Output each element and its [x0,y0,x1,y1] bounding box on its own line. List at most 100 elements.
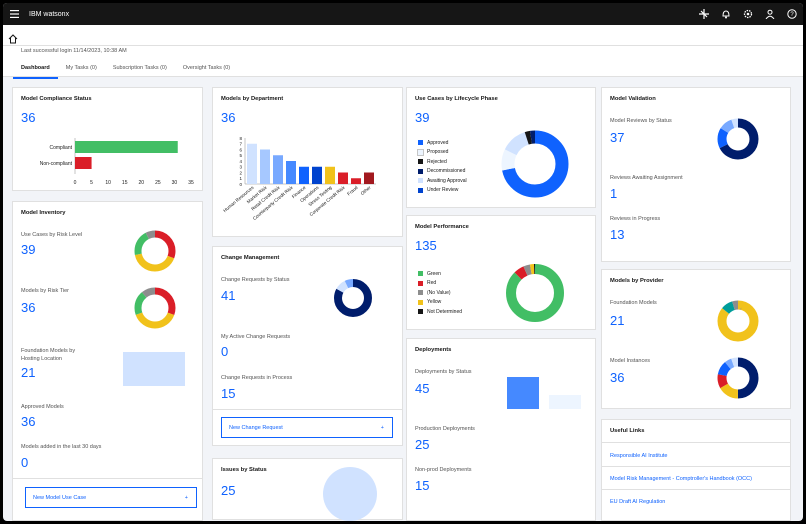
new-change-request-button[interactable]: New Change Request + [221,417,393,438]
bar[interactable] [325,166,335,184]
deployments-status-bar-secondary [549,395,581,409]
legend-item[interactable]: Not Determined [418,307,462,317]
donut-segment[interactable] [506,264,564,322]
reviews-progress-count[interactable]: 13 [610,227,625,242]
risk-tier-count[interactable]: 36 [21,300,36,315]
legend-item[interactable]: Red [418,279,462,289]
bar[interactable] [299,166,309,184]
donut-segment[interactable] [717,357,759,399]
y-tick-label: 7 [239,142,242,147]
legend-label: Red [427,280,437,287]
reviews-awaiting-count[interactable]: 1 [610,186,618,201]
bar[interactable] [247,143,257,184]
donut-segment[interactable] [134,230,176,272]
donut-segment[interactable] [506,264,564,322]
nonprod-deployments-label: Non-prod Deployments [415,467,472,473]
donut-segment[interactable] [501,130,569,198]
legend-item[interactable]: (No Value) [418,288,462,298]
donut-segment[interactable] [134,230,176,272]
donut-segment[interactable] [717,118,759,160]
legend-item[interactable]: Approved [418,138,467,148]
legend-item[interactable]: Awaiting Approval [418,176,467,186]
use-cases-risk-count[interactable]: 39 [21,242,36,257]
card-title: Model Performance [415,224,469,230]
compliance-count[interactable]: 36 [21,110,36,125]
tab-my-tasks[interactable]: My Tasks (0) [65,65,97,71]
donut-segment[interactable] [717,300,759,342]
legend-swatch [418,140,423,146]
legend-item[interactable]: Proposed [417,148,467,158]
last-login-text: Last successful login 11/14/2023, 10:38 … [21,48,127,54]
active-change-label: My Active Change Requests [221,334,291,340]
home-icon[interactable] [8,31,18,49]
link-eu-ai-regulation[interactable]: EU Draft AI Regulation [610,499,666,505]
donut-segment[interactable] [134,287,176,329]
new-model-use-case-button[interactable]: New Model Use Case + [25,487,197,508]
bar[interactable] [75,141,178,153]
donut-segment[interactable] [134,287,176,329]
foundation-models-count[interactable]: 21 [610,313,625,328]
legend-label: Approved [427,139,449,146]
approved-models-count[interactable]: 36 [21,414,36,429]
donut-segment[interactable] [501,130,569,198]
deployments-status-count[interactable]: 45 [415,381,430,396]
production-deployments-label: Production Deployments [415,426,475,432]
hamburger-menu-icon[interactable] [3,3,25,25]
donut-segment[interactable] [134,230,176,272]
legend-item[interactable]: Under Review [418,186,467,196]
tab-oversight-tasks[interactable]: Oversight Tasks (0) [182,65,231,71]
legend-item[interactable]: Rejected [418,157,467,167]
category-label: Fraud [346,185,359,197]
reviews-status-count[interactable]: 37 [610,130,625,145]
donut-segment[interactable] [717,118,759,160]
nonprod-deployments-count[interactable]: 15 [415,478,430,493]
change-process-label: Change Requests in Process [221,375,293,381]
issues-count[interactable]: 25 [221,483,236,498]
change-status-count[interactable]: 41 [221,288,236,303]
link-occ-handbook[interactable]: Model Risk Management - Comptroller's Ha… [610,476,752,482]
lifecycle-count[interactable]: 39 [415,110,430,125]
bar[interactable] [338,172,348,185]
donut-segment[interactable] [334,279,372,317]
hosting-location-chart [123,352,185,386]
performance-count[interactable]: 135 [415,238,437,253]
card-title: Change Management [221,255,280,261]
app-frame: IBM watsonx ? Last successful login 11/1 [3,3,803,521]
notification-bell-icon[interactable] [715,3,737,25]
legend-item[interactable]: Green [418,269,462,279]
bar[interactable] [273,155,283,184]
tab-subscription-tasks[interactable]: Subscription Tasks (0) [112,65,167,71]
change-process-count[interactable]: 15 [221,386,236,401]
bar[interactable] [75,157,92,169]
legend-swatch [418,168,423,174]
bar[interactable] [364,172,374,185]
link-responsible-ai[interactable]: Responsible AI Institute [610,453,668,459]
legend-label: Yellow [427,299,442,306]
donut-segment[interactable] [717,357,759,399]
recent-models-count[interactable]: 0 [21,455,29,470]
tools-icon[interactable] [693,3,715,25]
legend-swatch [418,299,423,305]
divider [602,489,790,490]
bar[interactable] [260,149,270,185]
department-count[interactable]: 36 [221,110,236,125]
reviews-awaiting-label: Reviews Awaiting Assignment [610,175,683,181]
settings-gear-icon[interactable] [737,3,759,25]
app-title[interactable]: IBM watsonx [29,10,70,18]
foundation-hosting-count[interactable]: 21 [21,365,36,380]
active-change-count[interactable]: 0 [221,344,229,359]
bar[interactable] [286,161,296,184]
help-icon[interactable]: ? [781,3,803,25]
bar[interactable] [351,178,361,184]
model-instances-count[interactable]: 36 [610,370,625,385]
card-title: Model Validation [610,96,656,102]
legend-item[interactable]: Decommissioned [418,167,467,177]
deployments-status-bar-primary [507,377,539,409]
user-profile-icon[interactable] [759,3,781,25]
legend-item[interactable]: Yellow [418,298,462,308]
tab-dashboard[interactable]: Dashboard [13,62,58,79]
card-title: Model Compliance Status [21,96,92,102]
production-deployments-count[interactable]: 25 [415,437,430,452]
bar[interactable] [312,166,322,184]
donut-segment[interactable] [134,287,176,329]
